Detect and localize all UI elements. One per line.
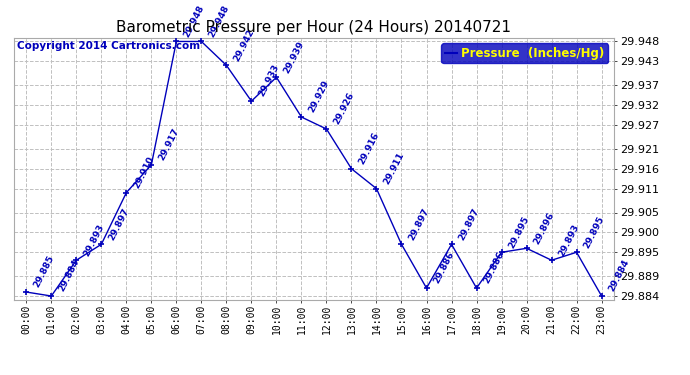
Text: 29.933: 29.933 [257, 63, 281, 98]
Text: 29.939: 29.939 [282, 39, 306, 75]
Text: 29.929: 29.929 [307, 79, 331, 114]
Text: 29.926: 29.926 [332, 91, 356, 126]
Text: 29.893: 29.893 [82, 222, 106, 258]
Text: 29.897: 29.897 [107, 206, 131, 242]
Title: Barometric Pressure per Hour (24 Hours) 20140721: Barometric Pressure per Hour (24 Hours) … [117, 20, 511, 35]
Text: 29.895: 29.895 [507, 214, 531, 249]
Text: 29.917: 29.917 [157, 127, 181, 162]
Text: Copyright 2014 Cartronics.com: Copyright 2014 Cartronics.com [17, 42, 200, 51]
Text: 29.948: 29.948 [182, 3, 206, 39]
Text: 29.886: 29.886 [482, 250, 506, 285]
Text: 29.893: 29.893 [557, 222, 581, 258]
Text: 29.896: 29.896 [532, 210, 556, 246]
Text: 29.895: 29.895 [582, 214, 606, 249]
Text: 29.948: 29.948 [207, 3, 231, 39]
Text: 29.911: 29.911 [382, 151, 406, 186]
Text: 29.916: 29.916 [357, 131, 381, 166]
Text: 29.942: 29.942 [232, 27, 256, 63]
Text: 29.910: 29.910 [132, 155, 156, 190]
Legend: Pressure  (Inches/Hg): Pressure (Inches/Hg) [442, 44, 608, 63]
Text: 29.897: 29.897 [407, 206, 431, 242]
Text: 29.886: 29.886 [432, 250, 456, 285]
Text: 29.885: 29.885 [32, 254, 56, 289]
Text: 29.897: 29.897 [457, 206, 481, 242]
Text: 29.884: 29.884 [57, 258, 81, 293]
Text: 29.884: 29.884 [607, 258, 631, 293]
